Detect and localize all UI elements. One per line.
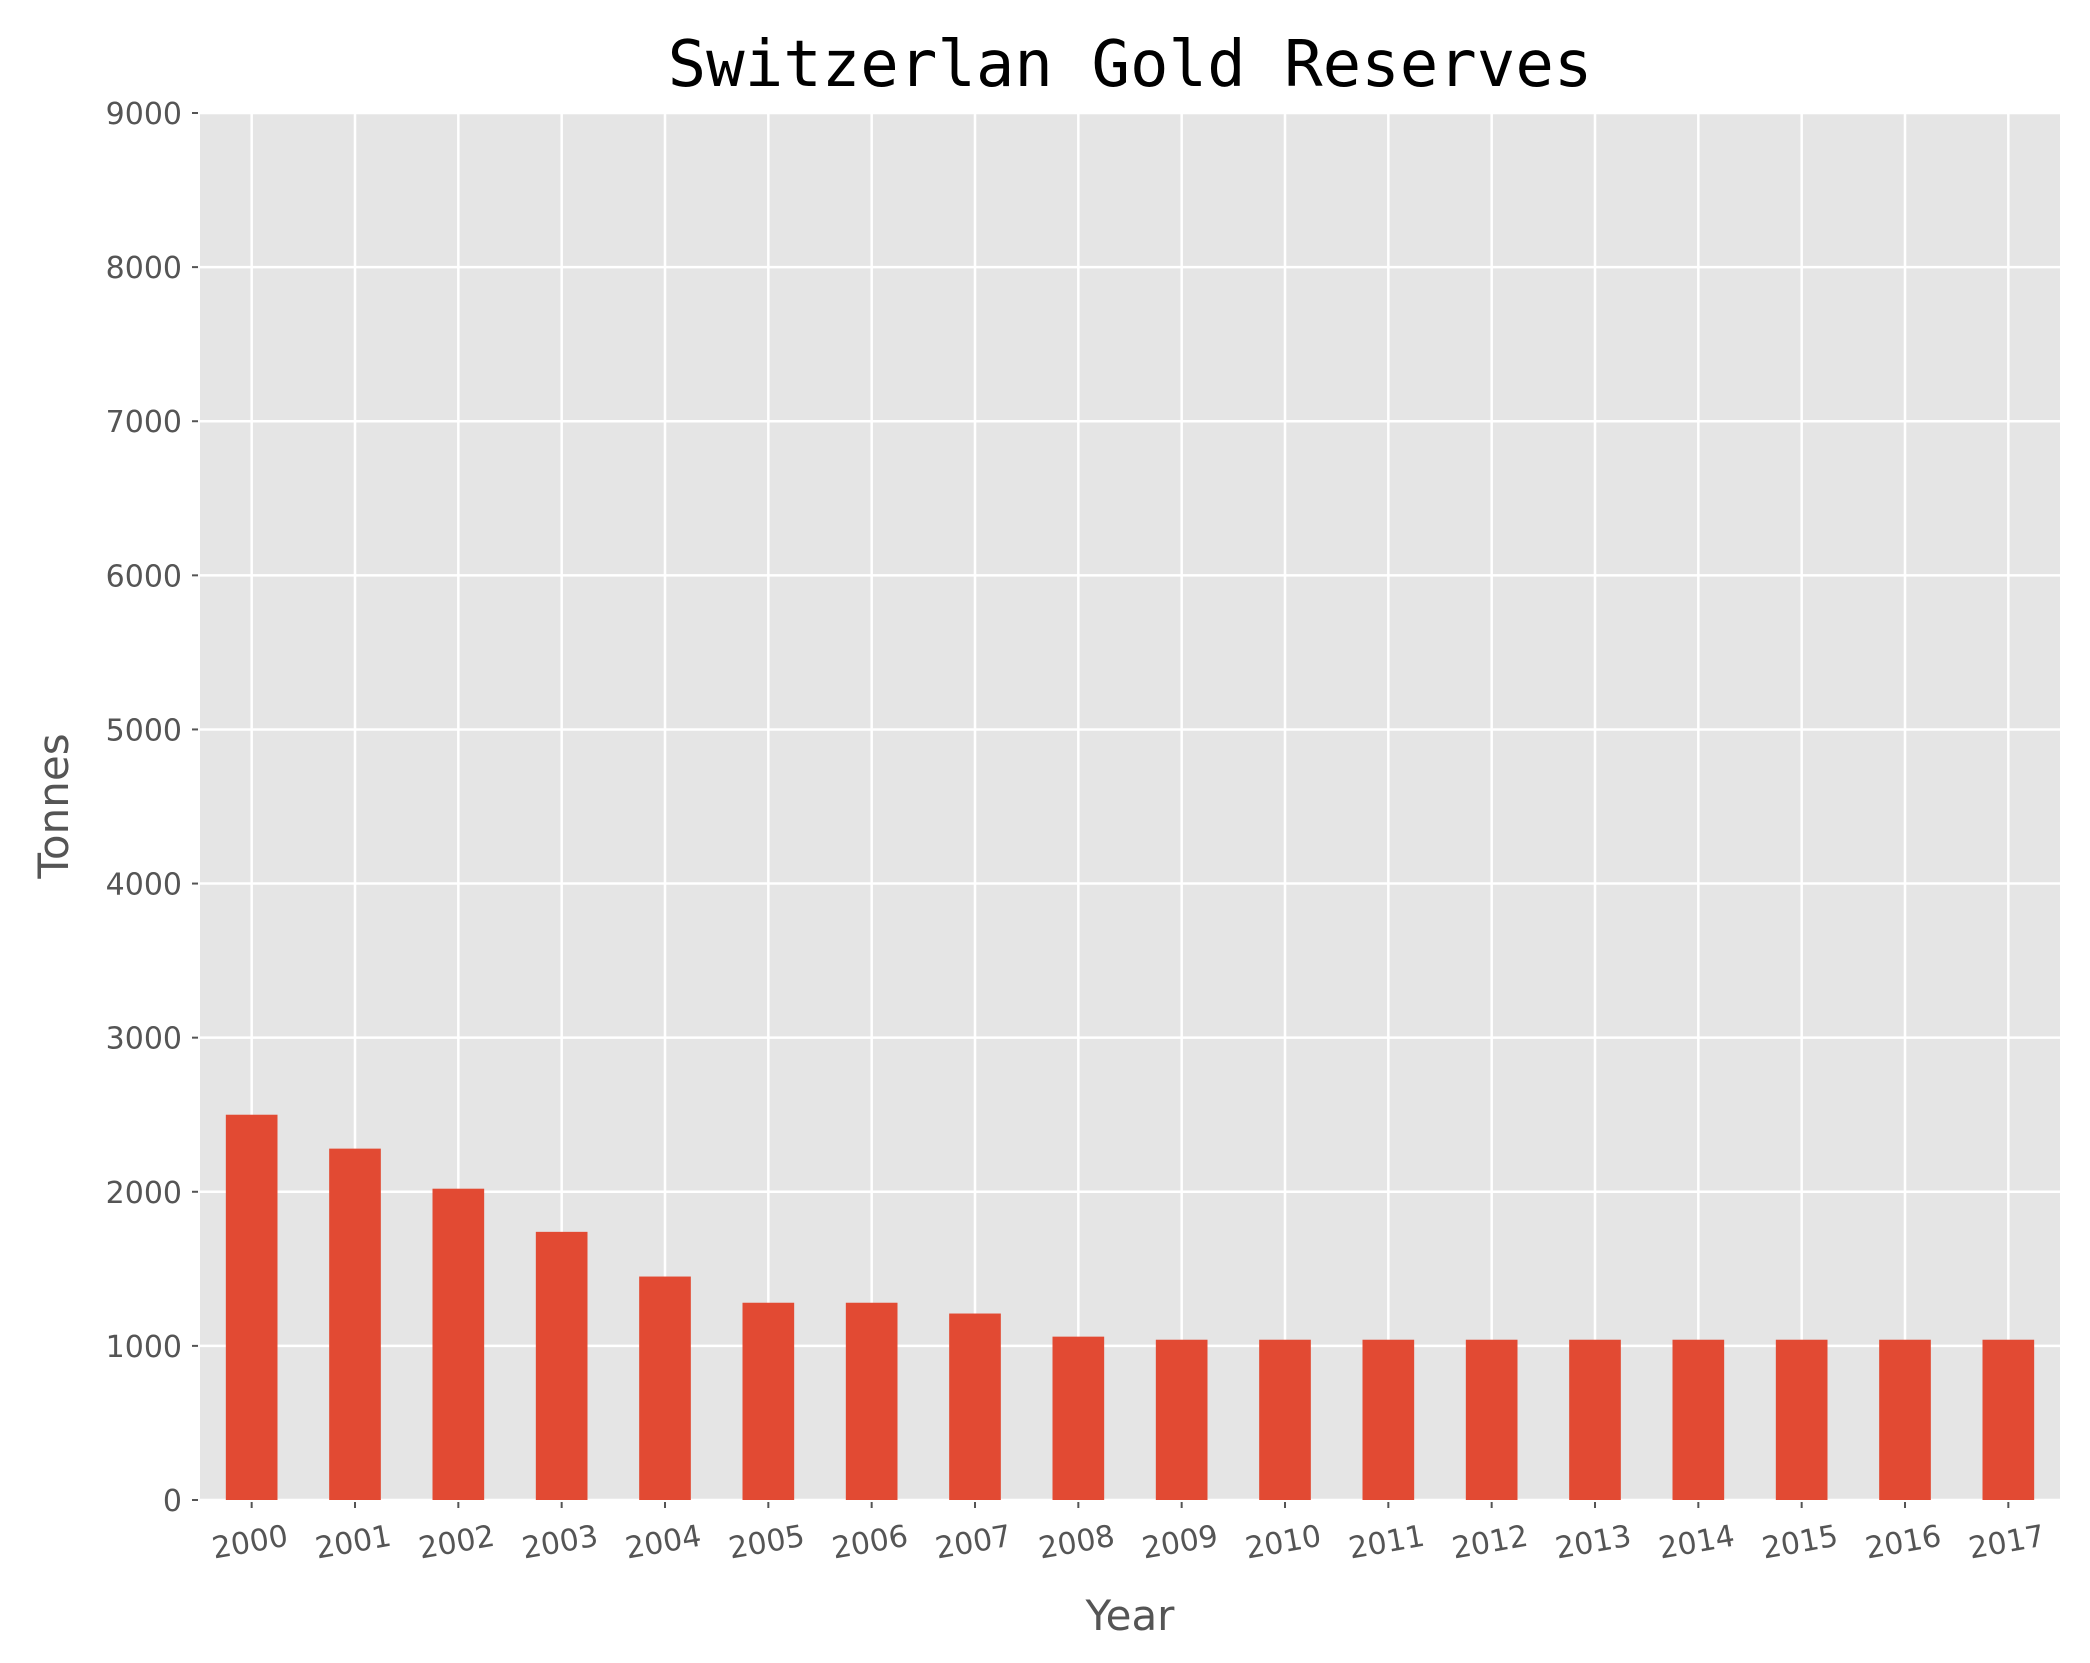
bar-2005 bbox=[742, 1302, 795, 1500]
y-tick-label: 5000 bbox=[106, 713, 182, 748]
x-tick-label: 2004 bbox=[623, 1519, 704, 1567]
x-tick-label: 2008 bbox=[1036, 1519, 1117, 1567]
bar-2008 bbox=[1052, 1336, 1105, 1500]
y-tick-label: 6000 bbox=[106, 559, 182, 594]
bar-2000 bbox=[225, 1114, 278, 1500]
x-tick-label: 2011 bbox=[1346, 1519, 1427, 1567]
x-tick-label: 2010 bbox=[1243, 1519, 1324, 1567]
bar-2016 bbox=[1879, 1339, 1931, 1500]
bar-2004 bbox=[639, 1276, 691, 1500]
bar-2009 bbox=[1155, 1339, 1208, 1500]
bar-2014 bbox=[1672, 1339, 1725, 1500]
x-tick-label: 2005 bbox=[726, 1519, 807, 1567]
bar-2006 bbox=[845, 1302, 898, 1500]
x-axis-ticks: 2000 2001 2002 2003 2004 2005 2006 2007 2008 2009… bbox=[209, 1502, 2047, 1567]
bar-2017 bbox=[1982, 1339, 2035, 1500]
chart-title: Switzerlan Gold Reserves bbox=[668, 28, 1593, 102]
bar-2015 bbox=[1775, 1339, 1828, 1500]
x-tick-label: 2017 bbox=[1966, 1519, 2047, 1567]
x-tick-label: 2015 bbox=[1759, 1519, 1840, 1567]
x-tick-label: 2009 bbox=[1139, 1519, 1220, 1567]
plot-area bbox=[200, 113, 2060, 1500]
bars bbox=[225, 1114, 2035, 1500]
x-tick-label: 2013 bbox=[1553, 1519, 1634, 1567]
y-tick-label: 0 bbox=[163, 1484, 182, 1519]
bar-2002 bbox=[432, 1188, 485, 1500]
x-tick-label: 2016 bbox=[1863, 1519, 1944, 1567]
y-tick-label: 8000 bbox=[106, 251, 182, 286]
x-tick-label: 2014 bbox=[1656, 1519, 1737, 1567]
y-axis-ticks: 0 1000 2000 3000 4000 5000 6000 7000 8000 9000 bbox=[106, 97, 198, 1519]
y-tick-label: 4000 bbox=[106, 868, 182, 903]
x-tick-label: 2002 bbox=[416, 1519, 497, 1567]
y-tick-label: 2000 bbox=[106, 1176, 182, 1211]
y-tick-label: 7000 bbox=[106, 405, 182, 440]
bar-2003 bbox=[535, 1231, 588, 1500]
x-tick-label: 2001 bbox=[313, 1519, 394, 1567]
bar-2010 bbox=[1259, 1339, 1311, 1500]
x-tick-label: 2003 bbox=[519, 1519, 600, 1567]
x-tick-label: 2000 bbox=[209, 1519, 290, 1567]
y-tick-label: 1000 bbox=[106, 1330, 182, 1365]
y-tick-label: 3000 bbox=[106, 1022, 182, 1057]
x-axis-label: Year bbox=[1085, 1591, 1176, 1640]
y-axis-label: Tonnes bbox=[29, 733, 78, 879]
bar-2007 bbox=[949, 1313, 1001, 1500]
x-tick-label: 2012 bbox=[1449, 1519, 1530, 1567]
bar-2013 bbox=[1569, 1339, 1621, 1500]
x-tick-label: 2007 bbox=[933, 1519, 1014, 1567]
bar-2011 bbox=[1362, 1339, 1415, 1500]
x-tick-label: 2006 bbox=[829, 1519, 910, 1567]
bar-2001 bbox=[329, 1148, 381, 1500]
bar-2012 bbox=[1465, 1339, 1518, 1500]
y-tick-label: 9000 bbox=[106, 97, 182, 132]
